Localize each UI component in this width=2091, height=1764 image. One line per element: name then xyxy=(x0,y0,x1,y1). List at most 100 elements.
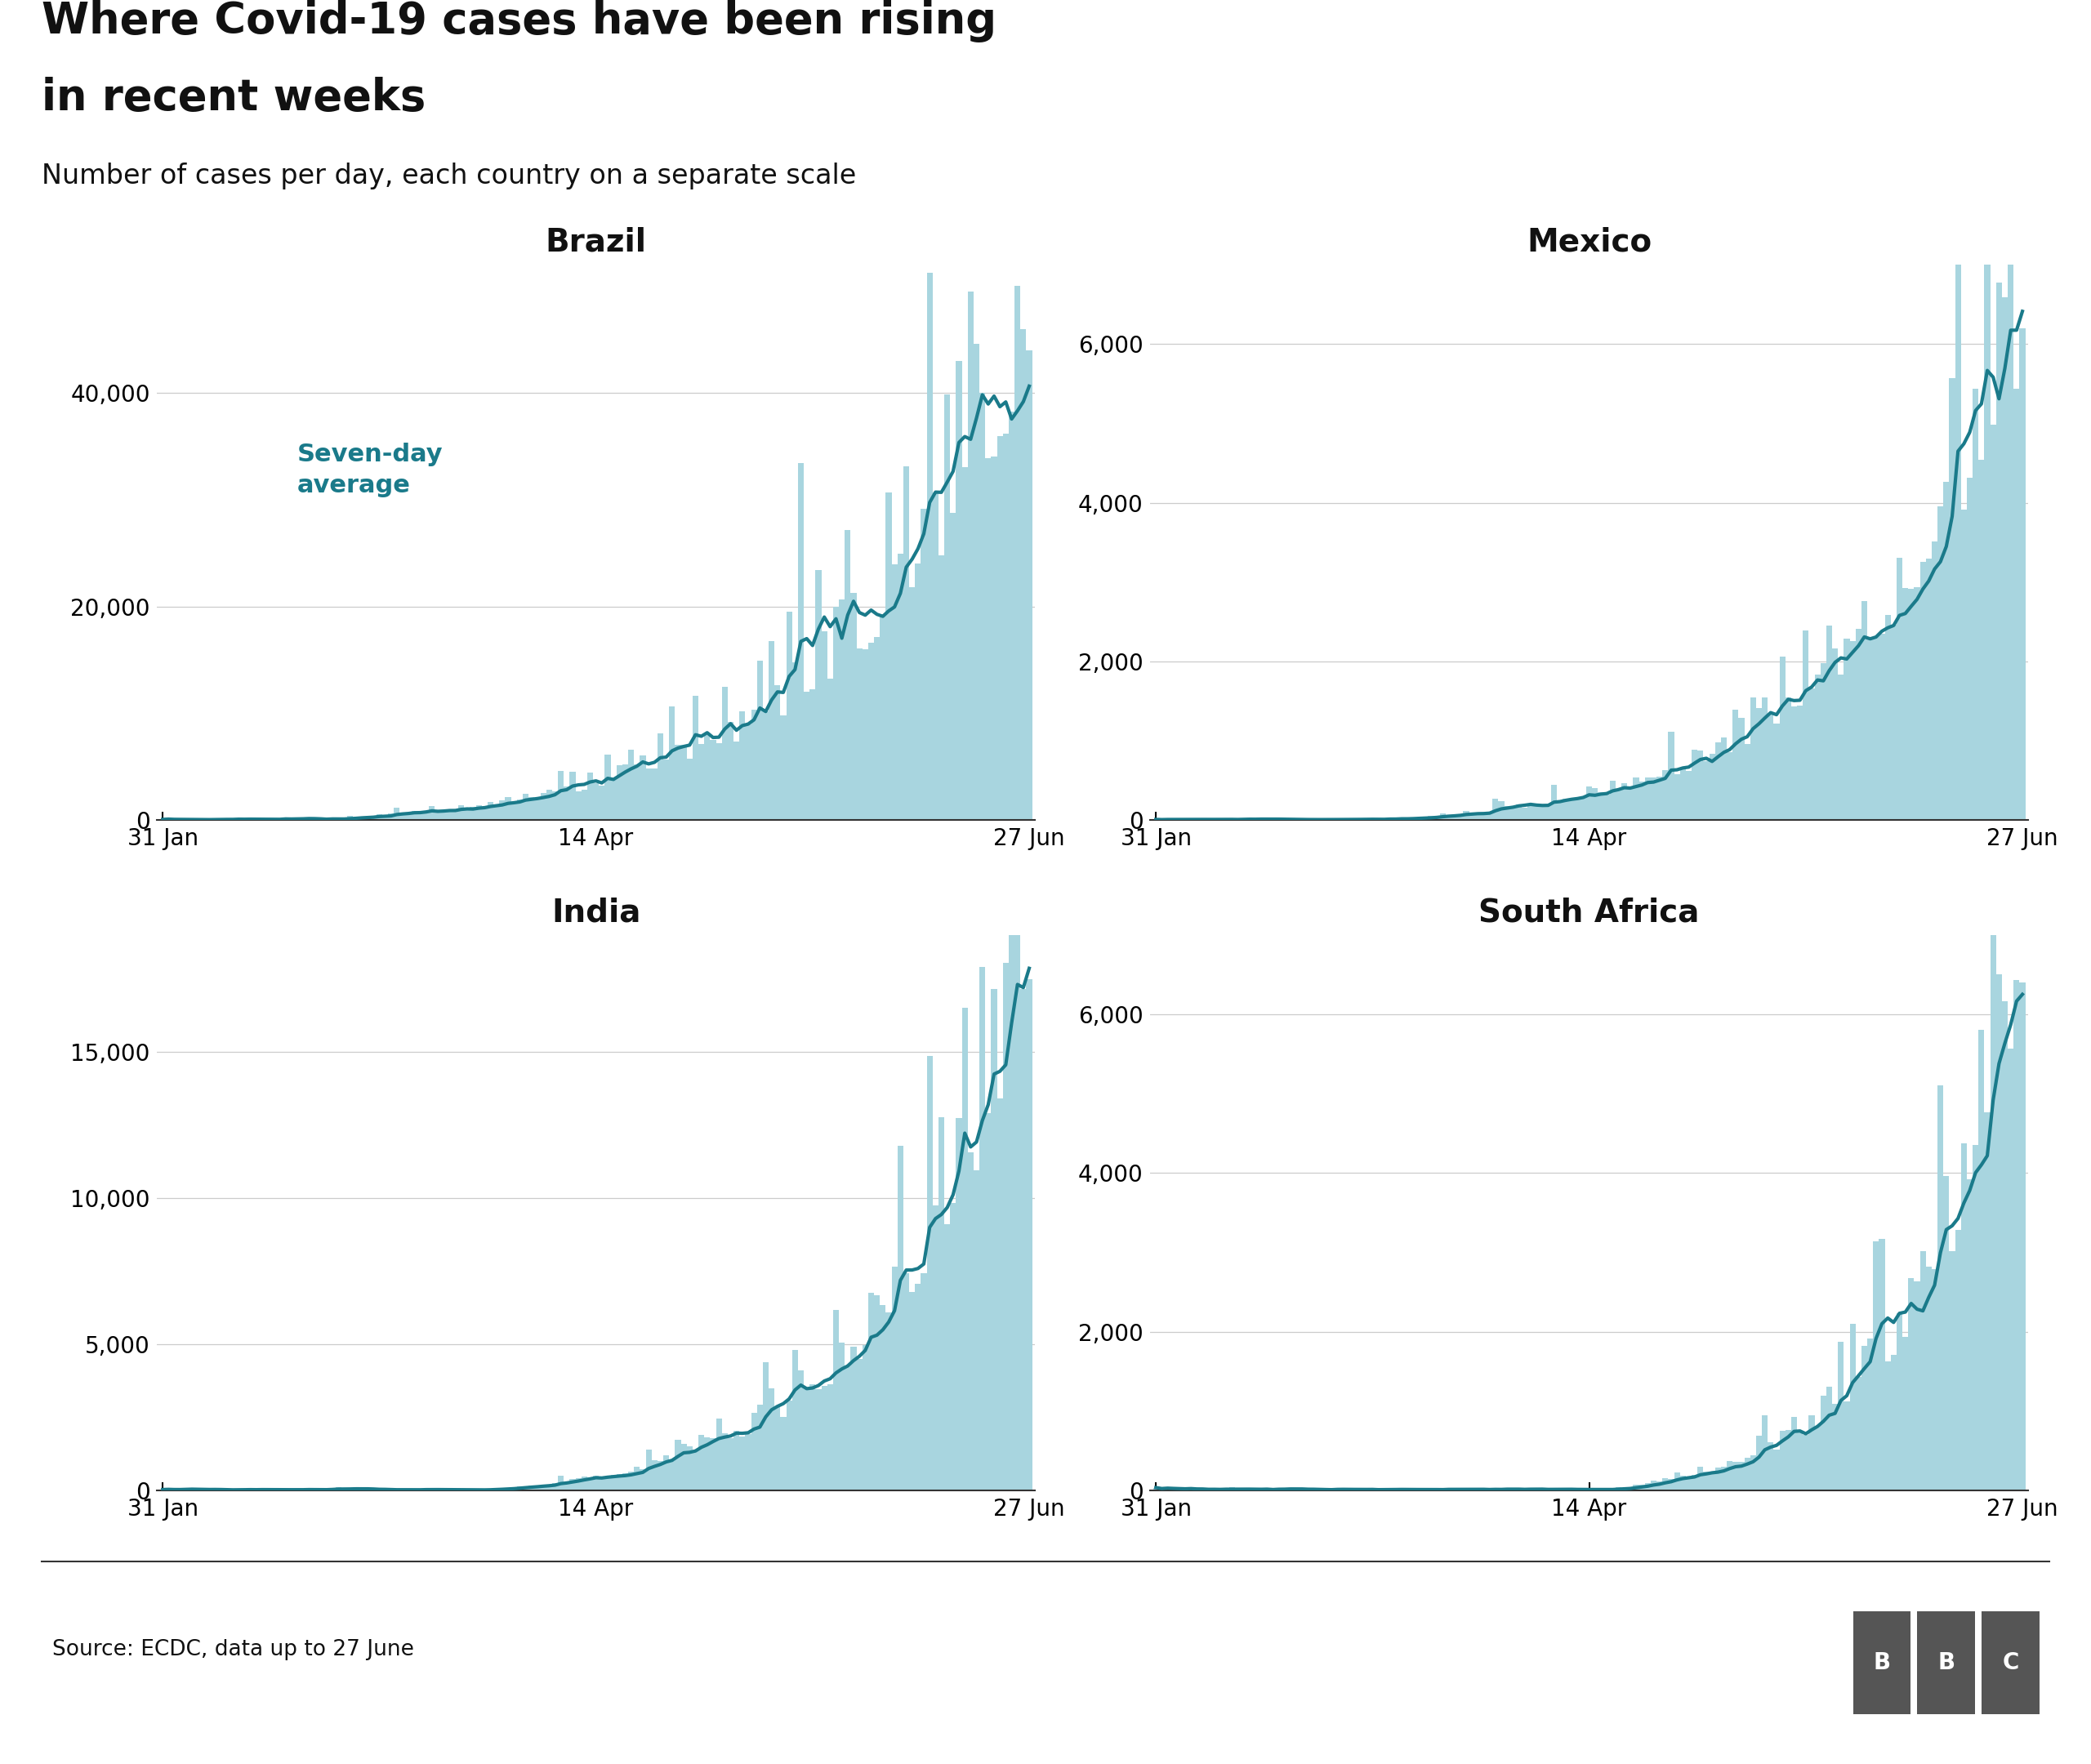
Bar xyxy=(1978,1030,1984,1491)
Bar xyxy=(851,593,857,820)
Bar xyxy=(1627,789,1633,820)
Bar xyxy=(891,1267,897,1491)
Bar xyxy=(1727,1461,1733,1491)
Bar xyxy=(1838,1342,1844,1491)
Bar xyxy=(1721,1466,1727,1491)
Bar xyxy=(861,649,868,820)
Bar xyxy=(1978,460,1984,820)
Bar xyxy=(1656,1482,1662,1491)
Bar xyxy=(1698,1466,1704,1491)
Bar xyxy=(552,1484,558,1491)
Bar xyxy=(1639,1485,1646,1491)
Bar xyxy=(1679,1475,1685,1491)
Bar xyxy=(1838,674,1844,820)
Bar xyxy=(1627,1487,1633,1491)
Bar xyxy=(838,1342,845,1491)
Bar xyxy=(1675,1471,1679,1491)
Bar xyxy=(1825,626,1832,820)
Bar xyxy=(1470,813,1474,820)
Bar xyxy=(721,1434,728,1491)
Bar xyxy=(588,1478,594,1491)
Bar xyxy=(887,492,891,820)
Text: B: B xyxy=(1938,1651,1955,1674)
Bar xyxy=(897,1147,903,1491)
Bar xyxy=(1903,587,1909,820)
Bar xyxy=(792,1349,799,1491)
Bar xyxy=(1457,815,1464,820)
Bar xyxy=(412,811,418,820)
Bar xyxy=(763,711,769,820)
Bar xyxy=(1926,559,1932,820)
Bar xyxy=(686,759,692,820)
Bar xyxy=(565,1482,569,1491)
Bar xyxy=(663,760,669,820)
Bar xyxy=(1715,743,1721,820)
Bar xyxy=(1685,771,1692,820)
Bar xyxy=(682,744,686,820)
Bar xyxy=(1698,751,1704,820)
Bar xyxy=(1708,1471,1715,1491)
Bar xyxy=(838,600,845,820)
Bar xyxy=(809,1385,815,1491)
Bar xyxy=(617,1475,623,1491)
Bar xyxy=(627,1471,634,1491)
Bar xyxy=(389,813,393,820)
Bar xyxy=(441,810,447,820)
Bar xyxy=(740,711,744,820)
Bar xyxy=(828,1385,832,1491)
Bar xyxy=(757,1404,763,1491)
Bar xyxy=(652,769,657,820)
Bar xyxy=(1445,1489,1451,1491)
Bar xyxy=(364,817,370,820)
Bar xyxy=(1522,808,1529,820)
Bar xyxy=(1669,732,1675,820)
Text: Source: ECDC, data up to 27 June: Source: ECDC, data up to 27 June xyxy=(52,1639,414,1660)
Bar xyxy=(1516,804,1522,820)
Bar xyxy=(1832,1404,1838,1491)
Bar xyxy=(604,1476,611,1491)
Bar xyxy=(464,808,470,820)
Bar xyxy=(447,810,452,820)
Bar xyxy=(1949,1251,1955,1491)
Bar xyxy=(581,790,588,820)
Bar xyxy=(845,529,851,820)
Bar xyxy=(487,803,493,820)
Bar xyxy=(1943,482,1949,820)
Bar xyxy=(634,1468,640,1491)
Bar xyxy=(1809,1415,1815,1491)
Bar xyxy=(715,743,721,820)
Bar xyxy=(529,797,535,820)
Bar xyxy=(623,764,627,820)
Bar xyxy=(565,787,569,820)
Bar xyxy=(1533,804,1539,820)
Bar xyxy=(1188,1487,1194,1491)
Bar xyxy=(1451,815,1457,820)
Bar xyxy=(1920,561,1926,820)
Bar xyxy=(1422,817,1428,820)
Bar xyxy=(1020,988,1027,1491)
Bar xyxy=(657,734,663,820)
Bar xyxy=(1773,723,1779,820)
Bar xyxy=(1152,1487,1158,1491)
Bar xyxy=(962,1007,968,1491)
Bar xyxy=(1844,1401,1851,1491)
Bar xyxy=(1545,804,1552,820)
Bar xyxy=(997,1099,1004,1491)
Bar xyxy=(1809,688,1815,820)
Bar xyxy=(1867,1339,1874,1491)
Bar xyxy=(1943,1177,1949,1491)
Bar xyxy=(962,467,968,820)
Bar xyxy=(874,1295,880,1491)
Bar xyxy=(1008,859,1014,1491)
Bar xyxy=(617,766,623,820)
Bar xyxy=(1558,801,1562,820)
Bar xyxy=(353,1489,360,1491)
Bar xyxy=(926,273,933,820)
Bar xyxy=(1610,1489,1616,1491)
Bar xyxy=(715,1418,721,1491)
Bar xyxy=(669,1461,675,1491)
Bar xyxy=(1792,706,1796,820)
Bar xyxy=(916,1284,920,1491)
Bar xyxy=(1738,718,1744,820)
Bar xyxy=(1802,632,1809,820)
